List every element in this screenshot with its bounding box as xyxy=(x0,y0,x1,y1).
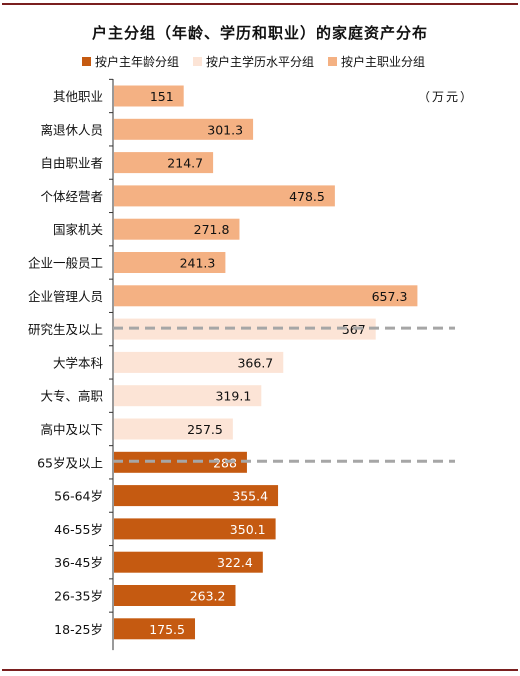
data-label: 257.5 xyxy=(187,422,223,437)
data-label: 263.2 xyxy=(190,589,226,604)
top-border xyxy=(2,3,518,5)
bar xyxy=(114,418,233,440)
legend-item-education: 按户主学历水平分组 xyxy=(193,53,314,70)
data-label: 322.4 xyxy=(217,555,253,570)
legend-swatch-occupation xyxy=(328,57,338,66)
bar xyxy=(114,585,236,606)
legend-label-education: 按户主学历水平分组 xyxy=(206,55,315,69)
bottom-border xyxy=(2,669,518,671)
category-label: 36-45岁 xyxy=(54,555,103,570)
data-label: 657.3 xyxy=(372,289,408,304)
data-label: 301.3 xyxy=(207,122,243,137)
category-label: 自由职业者 xyxy=(40,156,103,171)
bar xyxy=(114,85,184,107)
unit-label: （万元） xyxy=(418,90,475,104)
data-label: 350.1 xyxy=(230,522,266,537)
bar xyxy=(114,518,276,540)
bar xyxy=(114,185,335,207)
category-label: 大学本科 xyxy=(53,355,104,370)
category-label: 个体经营者 xyxy=(40,189,103,204)
data-label: 151 xyxy=(150,89,174,104)
legend-swatch-education xyxy=(193,57,203,66)
data-label: 214.7 xyxy=(167,156,203,171)
data-label: 271.8 xyxy=(194,222,230,237)
data-label: 478.5 xyxy=(289,189,325,204)
bar xyxy=(114,551,263,573)
bar xyxy=(114,485,279,507)
category-label: 企业管理人员 xyxy=(28,289,103,304)
legend-item-occupation: 按户主职业分组 xyxy=(328,53,425,70)
category-label: 26-35岁 xyxy=(54,589,103,604)
bar xyxy=(114,152,214,174)
category-label: 18-25岁 xyxy=(54,622,103,637)
category-label: 国家机关 xyxy=(53,222,103,237)
legend-label-occupation: 按户主职业分组 xyxy=(341,55,426,69)
bar xyxy=(114,252,226,273)
data-label: 241.3 xyxy=(180,256,216,271)
category-label: 56-64岁 xyxy=(54,489,103,504)
category-label: 其他职业 xyxy=(53,89,103,104)
bar xyxy=(114,351,284,373)
legend-label-age: 按户主年龄分组 xyxy=(95,55,180,69)
data-label: 366.7 xyxy=(237,355,273,370)
bar xyxy=(114,385,262,407)
chart-title: 户主分组（年龄、学历和职业）的家庭资产分布 xyxy=(91,24,428,42)
legend-item-age: 按户主年龄分组 xyxy=(82,53,179,70)
category-label: 企业一般员工 xyxy=(28,256,103,271)
data-label: 175.5 xyxy=(149,622,185,637)
bar xyxy=(114,118,254,140)
legend: 按户主年龄分组 按户主学历水平分组 按户主职业分组 xyxy=(82,53,425,70)
legend-swatch-age xyxy=(82,57,91,66)
data-label: 319.1 xyxy=(215,389,251,404)
data-label: 355.4 xyxy=(232,489,268,504)
bar xyxy=(114,218,240,240)
category-label: 65岁及以上 xyxy=(37,455,103,470)
bar xyxy=(114,618,196,640)
category-label: 离退休人员 xyxy=(40,122,103,137)
category-label: 大专、高职 xyxy=(40,389,103,404)
category-label: 研究生及以上 xyxy=(28,322,103,337)
category-label: 46-55岁 xyxy=(54,522,103,537)
bar xyxy=(114,285,418,307)
category-label: 高中及以下 xyxy=(40,422,103,437)
